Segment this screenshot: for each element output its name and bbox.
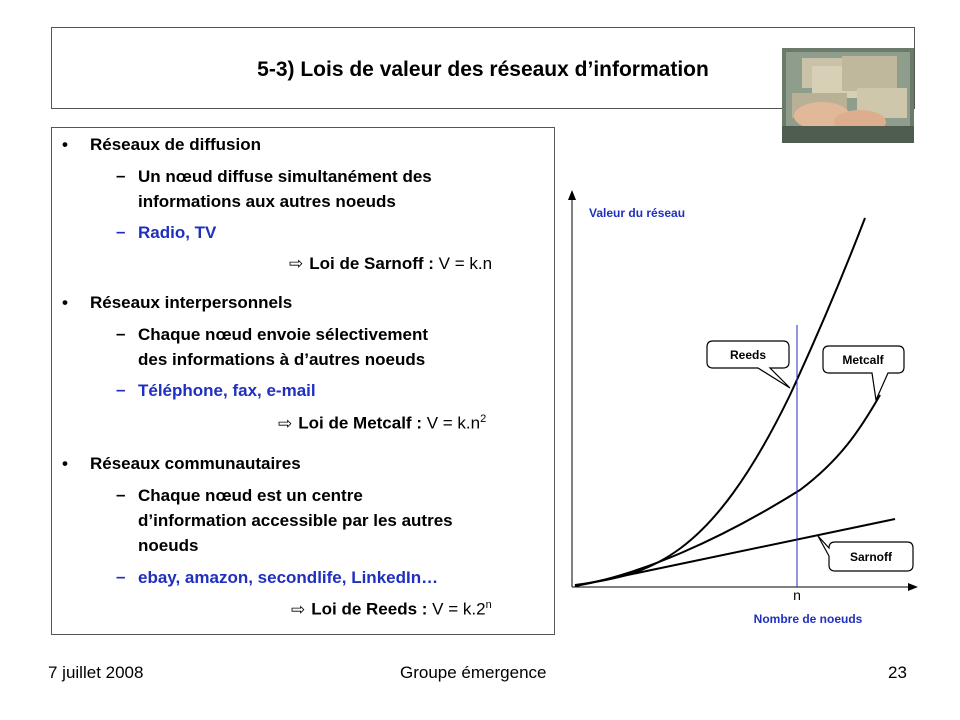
- y-axis-arrowhead: [568, 190, 576, 200]
- section-heading: Réseaux communautaires: [90, 454, 301, 473]
- dash-mark: –: [116, 222, 126, 241]
- dash-mark: –: [116, 166, 126, 185]
- callout-metcalf-label: Metcalf: [842, 353, 884, 367]
- dash-mark: –: [116, 324, 126, 343]
- law-formula: V = k.n: [426, 413, 481, 433]
- dash-mark: –: [116, 380, 126, 399]
- law-label: Loi de Metcalf :: [298, 413, 422, 433]
- section-heading: Réseaux interpersonnels: [90, 293, 293, 312]
- bullet-dot: •: [62, 293, 68, 312]
- law-formula: V = k.n: [438, 254, 493, 273]
- callout-reeds: Reeds: [706, 340, 791, 389]
- section-examples: Téléphone, fax, e-mail: [138, 381, 316, 400]
- sarnoff-line: [574, 518, 896, 587]
- law-exponent: 2: [480, 413, 487, 425]
- slide-title: 5-3) Lois de valeur des réseaux d’inform…: [257, 58, 709, 81]
- section-item: d’information accessible par les autres: [138, 511, 453, 530]
- law-metcalf: ⇨ Loi de Metcalf : V = k.n2: [278, 413, 486, 434]
- section-examples: ebay, amazon, secondlife, LinkedIn…: [138, 568, 439, 587]
- section-examples: Radio, TV: [138, 223, 217, 242]
- n-tick-label: n: [793, 587, 801, 603]
- bullet-dot: •: [62, 454, 68, 473]
- section-heading: Réseaux de diffusion: [90, 135, 261, 154]
- y-axis-label: Valeur du réseau: [589, 206, 685, 220]
- law-label: Loi de Sarnoff :: [309, 254, 434, 273]
- section-item: informations aux autres noeuds: [138, 192, 396, 211]
- x-axis-arrowhead: [908, 583, 918, 591]
- law-label: Loi de Reeds :: [311, 599, 428, 619]
- law-sarnoff: ⇨ Loi de Sarnoff : V = k.n: [289, 254, 492, 274]
- callout-sarnoff-label: Sarnoff: [850, 550, 893, 564]
- callout-metcalf: Metcalf: [822, 345, 905, 403]
- section-item: des informations à d’autres noeuds: [138, 350, 426, 369]
- section-item: Un nœud diffuse simultanément des: [138, 167, 432, 186]
- footer-date: 7 juillet 2008: [48, 663, 144, 682]
- section-item: Chaque nœud envoie sélectivement: [138, 325, 429, 344]
- outline-right-arrow-icon: ⇨: [278, 413, 293, 433]
- callout-reeds-label: Reeds: [730, 348, 766, 362]
- footer-center: Groupe émergence: [400, 663, 547, 682]
- law-exponent: n: [485, 599, 492, 611]
- outline-right-arrow-icon: ⇨: [291, 599, 306, 619]
- dash-mark: –: [116, 485, 126, 504]
- section-item: noeuds: [138, 536, 199, 555]
- metcalf-curve: [574, 394, 881, 587]
- bullet-dot: •: [62, 135, 68, 154]
- law-formula: V = k.2: [432, 599, 486, 619]
- law-reeds: ⇨ Loi de Reeds : V = k.2n: [291, 599, 492, 620]
- money-counting-photo: [782, 48, 914, 143]
- footer-page-number: 23: [888, 663, 907, 682]
- outline-right-arrow-icon: ⇨: [289, 254, 304, 273]
- x-axis-label: Nombre de noeuds: [754, 612, 863, 626]
- dash-mark: –: [116, 567, 126, 586]
- reeds-curve: [574, 217, 866, 586]
- section-item: Chaque nœud est un centre: [138, 486, 363, 505]
- content-box: [51, 127, 555, 635]
- title-box: 5-3) Lois de valeur des réseaux d’inform…: [51, 27, 915, 109]
- callout-sarnoff: Sarnoff: [817, 535, 914, 572]
